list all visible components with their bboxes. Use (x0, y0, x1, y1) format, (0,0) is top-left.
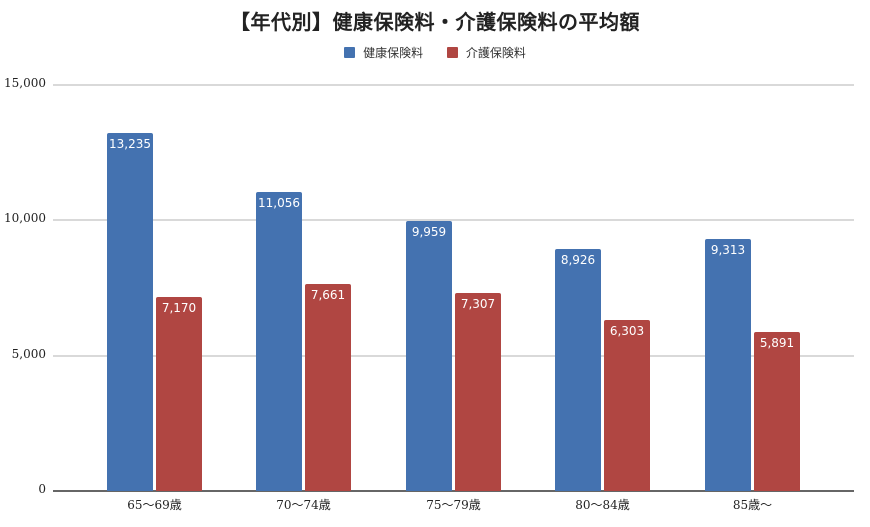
x-tick-label: 75〜79歳 (426, 498, 481, 512)
y-tick-label: 10,000 (4, 211, 46, 226)
bar-health: 9,313 (705, 238, 751, 491)
legend-item-health: 健康保険料 (344, 44, 423, 61)
bar-care: 7,170 (156, 296, 202, 491)
legend-swatch-care (446, 47, 458, 58)
legend-label-health: 健康保険料 (363, 46, 424, 60)
bar-care: 7,307 (455, 293, 501, 491)
bar-care: 5,891 (754, 331, 800, 491)
bar-value-label: 9,959 (411, 225, 447, 240)
bar-value-label: 13,235 (109, 136, 151, 151)
x-axis-line (53, 490, 854, 492)
legend-item-care: 介護保険料 (446, 44, 526, 61)
bar-value-label: 7,170 (161, 300, 197, 315)
x-tick-label: 65〜69歳 (127, 498, 182, 512)
bar-value-label: 6,303 (609, 324, 645, 339)
y-tick-label: 5,000 (11, 346, 46, 361)
bar-care: 7,661 (305, 283, 351, 491)
gridline (53, 354, 854, 357)
bar-value-label: 7,661 (310, 287, 346, 302)
y-tick-label: 15,000 (4, 76, 46, 90)
x-tick-label: 70〜74歳 (276, 498, 331, 512)
gridline (53, 84, 854, 86)
x-tick-label: 85歳〜 (732, 498, 773, 512)
bar-value-label: 9,313 (710, 242, 746, 257)
chart-title: 【年代別】健康保険料・介護保険料の平均額 (230, 10, 640, 34)
bar-value-label: 5,891 (759, 335, 795, 350)
bar-health: 8,926 (555, 249, 601, 491)
bar-care: 6,303 (604, 320, 650, 491)
bar-value-label: 7,307 (460, 297, 496, 312)
bar-health: 9,959 (406, 221, 452, 491)
x-tick-label: 80〜84歳 (575, 498, 630, 512)
bar-health: 11,056 (256, 191, 302, 491)
bar-value-label: 11,056 (258, 195, 300, 210)
bar-value-label: 8,926 (560, 253, 596, 268)
legend-label-care: 介護保険料 (465, 46, 526, 60)
legend: 健康保険料 介護保険料 (0, 44, 870, 61)
legend-swatch-health (344, 47, 356, 58)
bar-health: 13,235 (107, 132, 153, 491)
gridline (53, 219, 854, 222)
y-tick-label: 0 (38, 482, 46, 496)
